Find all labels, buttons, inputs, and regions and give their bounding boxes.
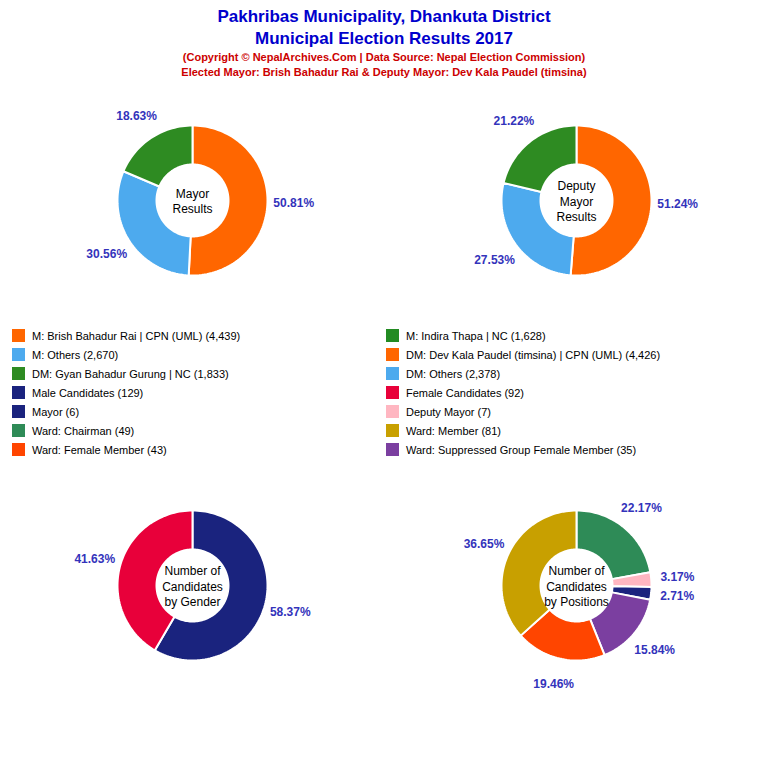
- html-text:Ward: Member (81): Ward: Member (81): [406, 424, 501, 437]
- html-text:Deputy Mayor (7): Deputy Mayor (7): [406, 405, 491, 418]
- svg-text:Number ofCandidatesby Gender: Number ofCandidatesby Gender: [162, 564, 223, 609]
- svg-text:22.17%: 22.17%: [621, 501, 662, 515]
- svg-text:2.71%: 2.71%: [660, 589, 694, 603]
- svg-text:41.63%: 41.63%: [74, 552, 115, 566]
- html-text:M: Indira Thapa | NC (1,628): M: Indira Thapa | NC (1,628): [406, 329, 546, 342]
- svg-text:21.22%: 21.22%: [494, 114, 535, 128]
- html-text:Elected Mayor: Brish Bahadur R: Elected Mayor: Brish Bahadur Rai & Deput…: [181, 66, 587, 78]
- html-text:Female Candidates (92): Female Candidates (92): [406, 386, 524, 399]
- svg-text:51.24%: 51.24%: [657, 197, 698, 211]
- html-text:(Copyright © NepalArchives.Com: (Copyright © NepalArchives.Com | Data So…: [182, 51, 586, 63]
- svg-text:30.56%: 30.56%: [86, 247, 127, 261]
- html-text:DM: Dev Kala Paudel (timsina): DM: Dev Kala Paudel (timsina) | CPN (UML…: [406, 348, 661, 361]
- svg-text:DeputyMayorResults: DeputyMayorResults: [556, 179, 596, 224]
- svg-text:3.17%: 3.17%: [660, 570, 694, 584]
- svg-text:58.37%: 58.37%: [270, 605, 311, 619]
- html-text:Ward: Chairman (49): Ward: Chairman (49): [32, 424, 135, 437]
- svg-text:15.84%: 15.84%: [634, 643, 675, 657]
- html-text:Ward: Suppressed Group Female: Ward: Suppressed Group Female Member (35…: [406, 443, 637, 456]
- svg-text:18.63%: 18.63%: [116, 109, 157, 123]
- svg-text:19.46%: 19.46%: [533, 677, 574, 691]
- html-text:DM: Others (2,378): DM: Others (2,378): [406, 367, 501, 380]
- html-text:Municipal Election Results 201: Municipal Election Results 2017: [255, 29, 513, 48]
- html-text:Pakhribas Municipality, Dhanku: Pakhribas Municipality, Dhankuta Distric…: [217, 7, 551, 26]
- svg-text:36.65%: 36.65%: [464, 537, 505, 551]
- html-text:Male Candidates (129): Male Candidates (129): [32, 386, 144, 399]
- html-text:Ward: Female Member (43): Ward: Female Member (43): [32, 443, 167, 456]
- svg-text:MayorResults: MayorResults: [172, 187, 212, 217]
- html-text:Mayor (6): Mayor (6): [32, 405, 80, 418]
- html-text:M: Others (2,670): M: Others (2,670): [32, 348, 119, 361]
- svg-text:50.81%: 50.81%: [273, 196, 314, 210]
- html-text:DM: Gyan Bahadur Gurung | NC (: DM: Gyan Bahadur Gurung | NC (1,833): [32, 367, 229, 380]
- svg-text:27.53%: 27.53%: [474, 253, 515, 267]
- html-text:M: Brish Bahadur Rai | CPN (UM: M: Brish Bahadur Rai | CPN (UML) (4,439): [32, 329, 241, 342]
- svg-text:Number ofCandidatesby Position: Number ofCandidatesby Positions: [544, 564, 609, 609]
